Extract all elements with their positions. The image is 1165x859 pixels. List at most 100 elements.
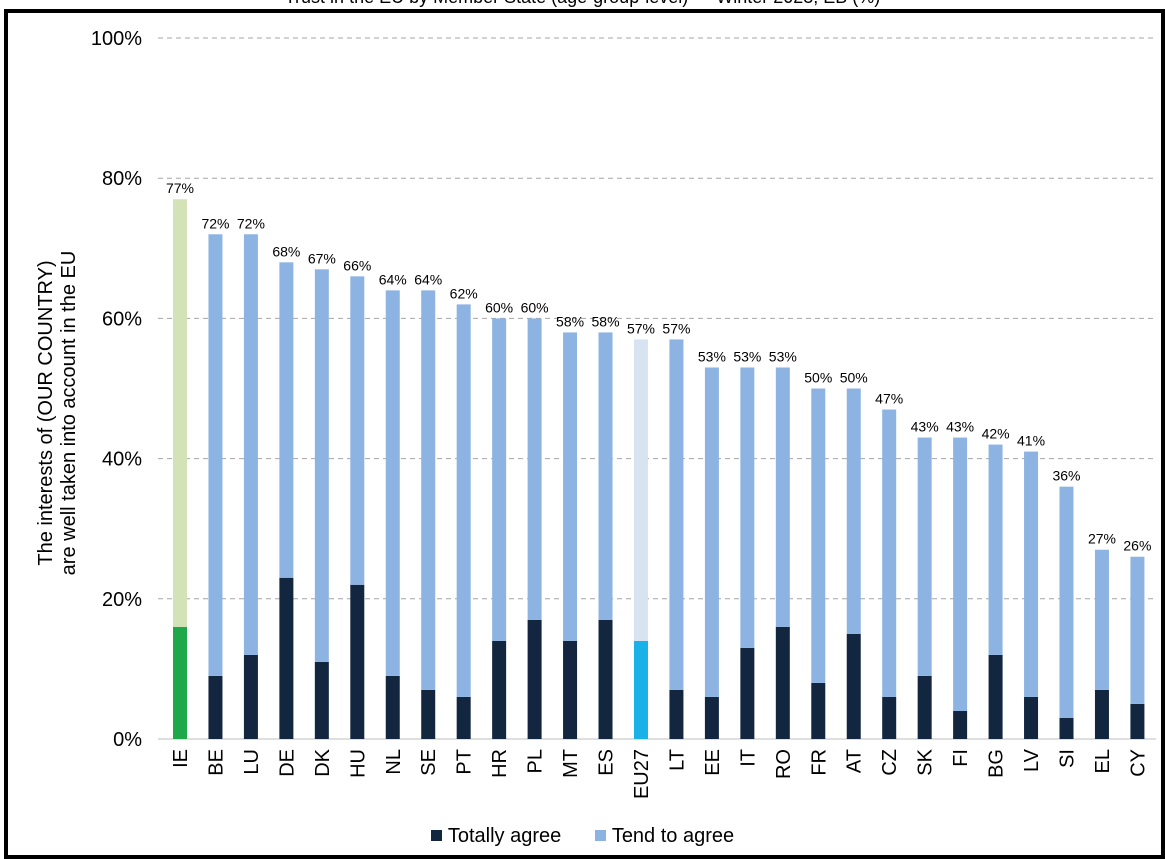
data-label-dk: 67% <box>308 250 336 266</box>
x-tick-label-se: SE <box>418 749 440 776</box>
data-label-es: 58% <box>592 313 620 329</box>
bar-tend-to-agree-bg <box>988 444 1003 655</box>
x-tick-label-be: BE <box>205 749 227 776</box>
data-label-ee: 53% <box>698 348 726 364</box>
bar-totally-agree-es <box>598 619 613 739</box>
bar-totally-agree-ie <box>173 626 187 739</box>
bar-totally-agree-it <box>740 647 755 739</box>
data-label-ro: 53% <box>769 348 797 364</box>
x-tick-label-fi: FI <box>950 749 972 767</box>
bar-totally-agree-nl <box>385 675 400 739</box>
chart-plot: 0% 20% 40% 60% 80% 100% 77% IE 72% BE 72% LU 68% DE 67… <box>91 28 1156 799</box>
y-axis-title-line-2: are well taken into account in the EU <box>58 250 80 576</box>
bar-tend-to-agree-hu <box>350 276 365 585</box>
bar-tend-to-agree-se <box>421 290 436 690</box>
chart-frame: 0% 20% 40% 60% 80% 100% 77% IE 72% BE 72% LU 68% DE 67… <box>4 9 1165 859</box>
bar-tend-to-agree-fi <box>953 437 968 711</box>
x-tick-label-lv: LV <box>1021 748 1043 772</box>
data-label-fr: 50% <box>804 370 832 386</box>
data-label-lu: 72% <box>237 215 265 231</box>
data-label-pt: 62% <box>450 285 478 301</box>
bar-tend-to-agree-hr <box>492 318 507 641</box>
bar-tend-to-agree-lt <box>669 339 684 690</box>
bar-totally-agree-pl <box>527 619 542 739</box>
bar-tend-to-agree-el <box>1094 549 1109 690</box>
bar-tend-to-agree-it <box>740 367 755 648</box>
y-tick-label: 80% <box>102 168 142 190</box>
bar-tend-to-agree-de <box>279 262 294 578</box>
bar-tend-to-agree-lu <box>243 234 258 655</box>
bar-tend-to-agree-ie <box>173 199 187 627</box>
bar-totally-agree-ee <box>704 696 719 739</box>
data-label-eu27: 57% <box>627 320 655 336</box>
bar-totally-agree-fi <box>953 710 968 739</box>
bar-tend-to-agree-lv <box>1024 451 1039 697</box>
data-label-hr: 60% <box>485 299 513 315</box>
legend-swatch-tend-to-agree <box>594 830 606 841</box>
bar-totally-agree-cz <box>882 696 897 739</box>
x-tick-label-hu: HU <box>347 749 369 778</box>
y-tick-label: 0% <box>113 729 142 751</box>
chart-title: Trust in the EU by Member State (age-gro… <box>0 0 1165 8</box>
bar-tend-to-agree-si <box>1059 486 1074 718</box>
bar-tend-to-agree-cy <box>1130 556 1145 704</box>
bar-totally-agree-ro <box>775 626 790 739</box>
data-label-at: 50% <box>840 370 868 386</box>
y-tick-label: 20% <box>102 589 142 611</box>
x-tick-label-hr: HR <box>489 749 511 778</box>
legend-label-tend-to-agree: Tend to agree <box>611 825 735 847</box>
bar-totally-agree-sk <box>917 675 932 739</box>
x-tick-label-nl: NL <box>383 749 405 775</box>
legend: Totally agree Tend to agree <box>0 825 1165 848</box>
bar-tend-to-agree-ee <box>704 367 719 697</box>
data-label-se: 64% <box>414 271 442 287</box>
bar-totally-agree-el <box>1094 689 1109 739</box>
data-label-pl: 60% <box>521 299 549 315</box>
bar-tend-to-agree-sk <box>917 437 932 676</box>
bar-tend-to-agree-eu27 <box>633 339 648 641</box>
x-tick-label-lt: LT <box>666 749 688 771</box>
x-tick-label-it: IT <box>737 749 759 767</box>
bar-totally-agree-dk <box>314 661 329 739</box>
bar-totally-agree-mt <box>563 640 578 739</box>
x-tick-label-dk: DK <box>312 748 334 776</box>
bar-tend-to-agree-mt <box>563 332 578 641</box>
bar-tend-to-agree-cz <box>882 409 897 697</box>
bar-tend-to-agree-nl <box>385 290 400 676</box>
legend-swatch-totally-agree <box>430 830 442 841</box>
data-label-fi: 43% <box>946 419 974 435</box>
x-tick-label-de: DE <box>276 749 298 777</box>
data-label-it: 53% <box>733 348 761 364</box>
bar-tend-to-agree-pl <box>527 318 542 620</box>
bar-tend-to-agree-at <box>846 388 861 634</box>
bar-tend-to-agree-fr <box>811 388 826 683</box>
x-tick-label-ee: EE <box>702 749 724 776</box>
bar-tend-to-agree-ro <box>775 367 790 627</box>
bar-totally-agree-lt <box>669 689 684 739</box>
bar-totally-agree-hr <box>492 640 507 739</box>
data-label-hu: 66% <box>343 257 371 273</box>
x-tick-label-cz: CZ <box>879 749 901 776</box>
x-tick-label-at: AT <box>844 749 866 773</box>
data-label-de: 68% <box>272 243 300 259</box>
x-tick-label-fr: FR <box>808 749 830 776</box>
y-axis-title-line-1: The interests of (OUR COUNTRY) <box>35 260 57 566</box>
data-label-el: 27% <box>1088 531 1116 547</box>
data-label-cz: 47% <box>875 391 903 407</box>
y-tick-label: 100% <box>91 28 142 50</box>
bar-totally-agree-lv <box>1024 696 1039 739</box>
bar-totally-agree-be <box>208 675 223 739</box>
legend-item-tend-to-agree: Tend to agree <box>594 825 735 848</box>
data-label-si: 36% <box>1052 468 1080 484</box>
bar-totally-agree-at <box>846 633 861 739</box>
x-tick-label-eu27: EU27 <box>631 749 653 799</box>
x-tick-label-sk: SK <box>915 748 937 775</box>
data-label-bg: 42% <box>982 426 1010 442</box>
legend-label-totally-agree: Totally agree <box>447 825 562 847</box>
x-tick-label-ro: RO <box>773 749 795 779</box>
bar-tend-to-agree-dk <box>314 269 329 662</box>
bar-tend-to-agree-be <box>208 234 223 676</box>
x-tick-label-bg: BG <box>986 749 1008 778</box>
data-label-nl: 64% <box>379 271 407 287</box>
y-tick-label: 40% <box>102 449 142 471</box>
